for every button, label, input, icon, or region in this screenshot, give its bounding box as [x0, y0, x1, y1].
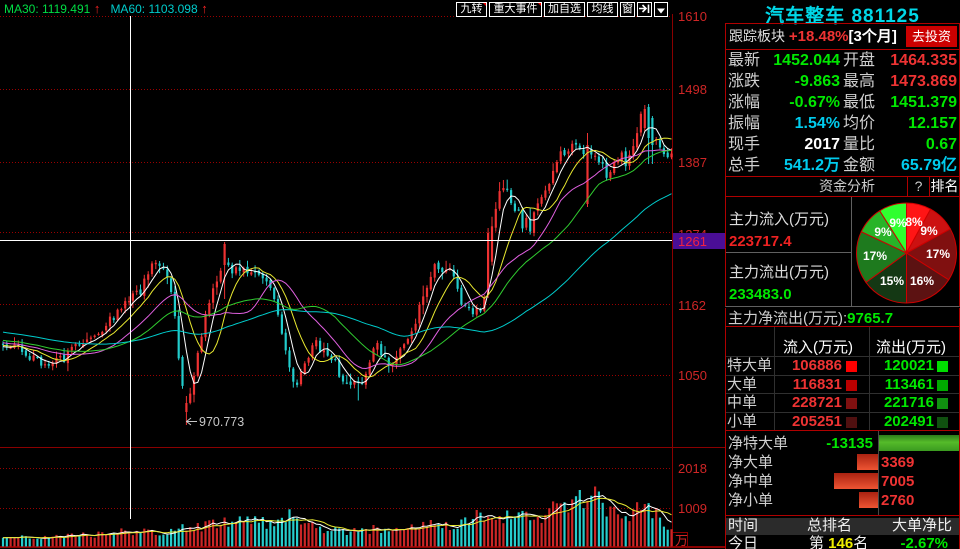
svg-text:万: 万 — [675, 533, 688, 548]
svg-text:16%: 16% — [910, 274, 934, 288]
svg-text:9%: 9% — [874, 225, 892, 239]
svg-text:17%: 17% — [863, 249, 887, 263]
svg-text:9%: 9% — [889, 216, 907, 230]
svg-text:1610: 1610 — [678, 9, 707, 24]
svg-text:9%: 9% — [920, 224, 938, 238]
svg-text:15%: 15% — [880, 274, 904, 288]
svg-text:1162: 1162 — [678, 298, 706, 313]
svg-text:970.773: 970.773 — [199, 415, 244, 429]
svg-text:17%: 17% — [926, 247, 950, 261]
svg-text:1009: 1009 — [678, 501, 707, 516]
svg-text:1050: 1050 — [678, 368, 707, 383]
svg-text:2018: 2018 — [678, 461, 707, 476]
svg-text:1261: 1261 — [678, 234, 707, 249]
svg-text:8%: 8% — [905, 215, 923, 229]
svg-text:1387: 1387 — [678, 155, 707, 170]
svg-text:1498: 1498 — [678, 82, 707, 97]
